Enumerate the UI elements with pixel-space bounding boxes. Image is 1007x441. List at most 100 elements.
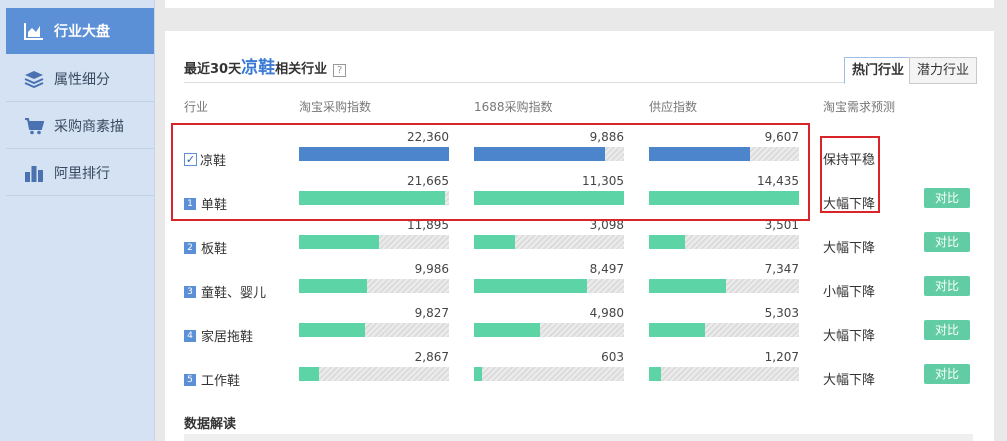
supply-index-cell: 3,501 [649,215,799,255]
header-1688-index: 1688采购指数 [474,100,553,114]
highlight-box-bars [171,123,810,221]
taobao-index-bar-fill [299,147,449,161]
compare-button[interactable]: 对比 [924,232,970,252]
1688-index-cell: 8,497 [474,259,624,299]
sidebar-item-label: 行业大盘 [54,24,110,40]
1688-index-value: 11,305 [582,174,624,188]
supply-index-value: 3,501 [764,218,799,232]
taobao-index-bar-fill [299,279,367,293]
industry-name: ✓ 凉鞋 [184,150,226,169]
checkbox-icon[interactable]: ✓ [184,153,197,166]
1688-index-value: 3,098 [589,218,624,232]
forecast-text: 小幅下降 [823,285,876,300]
sidebar-item-industry-overview[interactable]: 行业大盘 [6,8,154,54]
analysis-title: 数据解读 [184,417,237,432]
1688-index-bar-fill [474,191,624,205]
supply-index-bar-fill [649,147,750,161]
1688-index-value: 8,497 [589,262,624,276]
supply-index-bar-fill [649,279,726,293]
analysis-box [184,434,973,441]
rank-badge: 3 [184,285,196,298]
supply-index-value: 7,347 [764,262,799,276]
cart-icon [24,117,45,135]
taobao-index-value: 11,895 [407,218,449,232]
1688-index-cell: 603 [474,347,624,387]
table-row: 3 童鞋、婴儿 9,986 8,497 7,347 小幅下降 对比 [165,259,994,303]
taobao-index-cell: 22,360 [299,127,449,167]
forecast-text: 大幅下降 [823,329,876,344]
industry-name: 2 板鞋 [184,238,227,257]
supply-index-value: 14,435 [757,174,799,188]
1688-index-bar-track [474,367,624,381]
1688-index-value: 603 [601,350,624,364]
supply-index-bar-fill [649,323,705,337]
supply-index-bar-track [649,191,799,205]
1688-index-bar-fill [474,367,482,381]
taobao-index-bar-fill [299,191,445,205]
taobao-index-cell: 9,986 [299,259,449,299]
1688-index-bar-fill [474,279,587,293]
1688-index-bar-fill [474,323,540,337]
supply-index-bar-fill [649,235,685,249]
industry-label: 板鞋 [201,242,228,257]
rank-badge: 4 [184,329,196,342]
industry-name: 1 单鞋 [184,194,227,213]
taobao-index-bar-track [299,279,449,293]
taobao-index-value: 9,986 [414,262,449,276]
supply-index-bar-track [649,279,799,293]
supply-index-bar-fill [649,191,799,205]
supply-index-value: 9,607 [764,130,799,144]
header-industry: 行业 [184,100,209,114]
compare-button[interactable]: 对比 [924,188,970,208]
supply-index-bar-track [649,235,799,249]
tab-potential-industry[interactable]: 潜力行业 [909,57,978,84]
title-prefix: 最近30天 [184,62,242,77]
industry-label: 童鞋、婴儿 [201,286,267,301]
compare-button[interactable]: 对比 [924,364,970,384]
taobao-index-bar-track [299,147,449,161]
1688-index-bar-track [474,279,624,293]
1688-index-cell: 4,980 [474,303,624,343]
taobao-index-value: 22,360 [407,130,449,144]
supply-index-cell: 1,207 [649,347,799,387]
rank-badge: 1 [184,197,196,210]
industry-label: 凉鞋 [200,154,227,169]
1688-index-value: 4,980 [589,306,624,320]
supply-index-bar-fill [649,367,661,381]
panel-title: 最近30天 凉鞋 相关行业 ? [184,53,347,78]
taobao-index-cell: 9,827 [299,303,449,343]
taobao-index-bar-fill [299,323,365,337]
taobao-index-bar-fill [299,367,319,381]
table-row: 5 工作鞋 2,867 603 1,207 大幅下降 对比 [165,347,994,391]
forecast-text: 大幅下降 [823,241,876,256]
industry-name: 4 家居拖鞋 [184,326,253,345]
supply-index-bar-track [649,367,799,381]
1688-index-bar-track [474,323,624,337]
supply-index-cell: 7,347 [649,259,799,299]
compare-button[interactable]: 对比 [924,320,970,340]
help-icon[interactable]: ? [333,64,347,77]
sidebar-item-attributes[interactable]: 属性细分 [6,56,154,102]
forecast-text: 大幅下降 [823,197,876,212]
industry-label: 工作鞋 [201,374,241,389]
sidebar-item-buyer-profile[interactable]: 采购商素描 [6,103,154,149]
supply-index-cell: 5,303 [649,303,799,343]
taobao-index-value: 21,665 [407,174,449,188]
sidebar-item-label: 阿里排行 [54,165,110,182]
tab-hot-industry[interactable]: 热门行业 [844,57,913,84]
title-keyword: 凉鞋 [241,58,276,78]
1688-index-cell: 11,305 [474,171,624,211]
taobao-index-cell: 21,665 [299,171,449,211]
1688-index-bar-track [474,147,624,161]
1688-index-bar-fill [474,147,605,161]
compare-button[interactable]: 对比 [924,276,970,296]
top-card [165,0,994,8]
taobao-index-bar-fill [299,235,379,249]
1688-index-bar-fill [474,235,515,249]
sidebar-item-ali-ranking[interactable]: 阿里排行 [6,150,154,196]
1688-index-bar-track [474,191,624,205]
rank-badge: 5 [184,373,196,386]
supply-index-bar-track [649,323,799,337]
supply-index-value: 5,303 [764,306,799,320]
supply-index-cell: 14,435 [649,171,799,211]
